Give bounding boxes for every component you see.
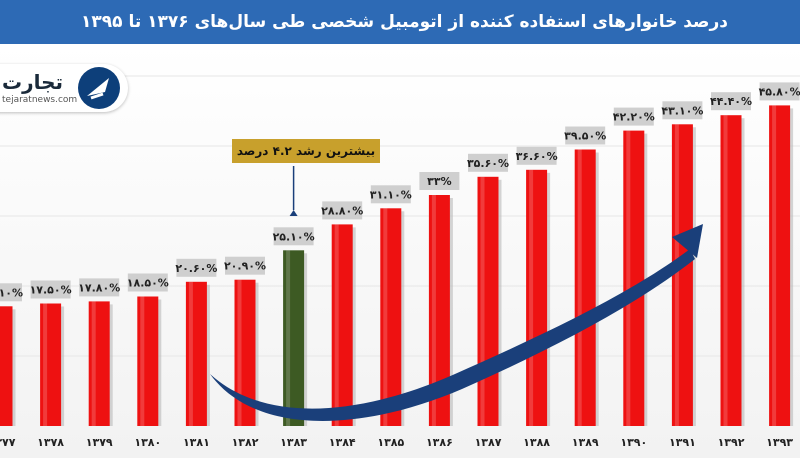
bar <box>40 303 62 426</box>
bar <box>623 130 645 426</box>
bar <box>380 208 402 426</box>
bar-highlight-strip <box>91 301 96 426</box>
bar-highlight-strip <box>480 176 485 426</box>
bar-highlight-strip <box>383 208 388 426</box>
bar-highlight-strip <box>529 169 534 427</box>
data-label: ۴۵.۸۰% <box>759 85 800 98</box>
x-tick-label: ۱۳۹۱ <box>669 436 696 449</box>
data-label-box <box>759 82 800 101</box>
data-label-box <box>516 146 557 165</box>
bar-highlight-strip <box>43 303 48 426</box>
x-tick-label: ۱۳۸۰ <box>134 436 161 449</box>
bar-highlight-strip <box>723 115 728 426</box>
bar <box>526 169 548 427</box>
trend-arrow-head <box>672 224 703 258</box>
x-tick-label: ۱۳۷۷ <box>0 436 16 449</box>
bar-chart: ۱۷.۱۰% ۱۳۷۷ ۱۷.۵۰% ۱۳۷۸ ۱۷.۸۰% ۱۳۷۹ ۱۸.۵۰% ۱۳۸۰… <box>0 75 800 449</box>
data-label-box <box>370 185 411 204</box>
logo: تجارت tejaratnews.com <box>0 64 128 112</box>
annotation-callout: بیشترین رشد ۴.۲ درصد <box>232 139 380 163</box>
bar <box>671 124 693 427</box>
data-label-box <box>613 107 654 126</box>
bar <box>720 115 742 426</box>
data-label: ۳۱.۱۰% <box>370 188 412 201</box>
bar-highlight-strip <box>674 124 679 427</box>
data-label-box <box>79 278 120 297</box>
data-label: ۴۲.۲۰% <box>613 111 655 124</box>
x-tick-label: ۱۳۸۶ <box>426 436 453 449</box>
x-tick-label: ۱۳۸۷ <box>475 436 502 449</box>
bar-highlight-strip <box>431 195 436 426</box>
bar-highlight-strip <box>286 250 291 426</box>
data-label: ۱۸.۵۰% <box>127 277 169 290</box>
data-label-box <box>419 172 460 190</box>
logo-wordmark: تجارت <box>2 70 64 94</box>
data-label: ۳۳% <box>427 175 451 188</box>
x-tick-label: ۱۳۷۸ <box>37 436 64 449</box>
data-label: ۱۷.۵۰% <box>30 284 72 297</box>
data-label: ۲۵.۱۰% <box>273 230 315 243</box>
x-tick-label: ۱۳۷۹ <box>86 436 113 449</box>
bar-highlight-strip <box>188 281 193 426</box>
data-label: ۴۳.۱۰% <box>661 104 703 117</box>
data-label: ۳۶.۶۰% <box>516 150 558 163</box>
bar <box>283 250 305 426</box>
x-tick-label: ۱۳۹۰ <box>620 436 647 449</box>
data-label: ۲۸.۸۰% <box>321 204 363 217</box>
x-tick-label: ۱۳۸۲ <box>232 436 259 449</box>
data-label: ۴۴.۴۰% <box>710 95 752 108</box>
bar <box>0 306 13 426</box>
data-label-box <box>711 92 751 111</box>
x-tick-label: ۱۳۸۳ <box>280 436 307 449</box>
x-tick-label: ۱۳۸۴ <box>329 436 356 449</box>
data-label-box <box>273 227 314 246</box>
logo-website: tejaratnews.com <box>2 95 78 105</box>
bar-highlight-strip <box>237 279 242 426</box>
data-label-box <box>662 101 703 120</box>
x-tick-label: ۱۳۸۸ <box>523 436 550 449</box>
data-label-box <box>468 153 508 172</box>
bar-highlight-strip <box>334 224 339 426</box>
x-tick-label: ۱۳۹۲ <box>718 436 745 449</box>
data-label-box <box>225 256 265 275</box>
data-label: ۳۵.۶۰% <box>467 157 509 170</box>
logo-arrow-icon <box>78 67 120 109</box>
data-label: ۱۷.۱۰% <box>0 286 23 299</box>
bar <box>137 296 159 426</box>
bar <box>769 105 791 427</box>
bar-highlight-strip <box>140 296 145 426</box>
bar <box>234 279 256 426</box>
data-label-box <box>565 126 606 145</box>
bar-highlight-strip <box>626 130 631 426</box>
data-label-box <box>127 273 168 292</box>
bar-highlight-strip <box>772 105 777 427</box>
data-label-box <box>30 280 71 299</box>
callout-pointer-arrowhead <box>289 210 298 216</box>
bar <box>88 301 110 426</box>
bar <box>185 281 207 426</box>
chart-title: درصد خانوارهای استفاده کننده از اتومبیل … <box>0 0 800 44</box>
data-label-box <box>176 258 217 277</box>
data-label: ۲۰.۶۰% <box>175 262 217 275</box>
bar <box>574 149 596 426</box>
trend-arrow-body <box>210 249 695 421</box>
bar-highlight-strip <box>577 149 582 426</box>
x-tick-label: ۱۳۸۹ <box>572 436 599 449</box>
x-tick-label: ۱۳۹۳ <box>766 436 793 449</box>
bar <box>331 224 353 426</box>
data-label-box <box>0 283 22 302</box>
data-label: ۲۰.۹۰% <box>224 260 266 273</box>
x-tick-label: ۱۳۸۵ <box>377 436 404 449</box>
x-tick-label: ۱۳۸۱ <box>183 436 210 449</box>
bar <box>428 195 450 426</box>
data-label: ۱۷.۸۰% <box>78 281 120 294</box>
data-label-box <box>322 201 363 220</box>
data-label: ۳۹.۵۰% <box>564 130 606 143</box>
